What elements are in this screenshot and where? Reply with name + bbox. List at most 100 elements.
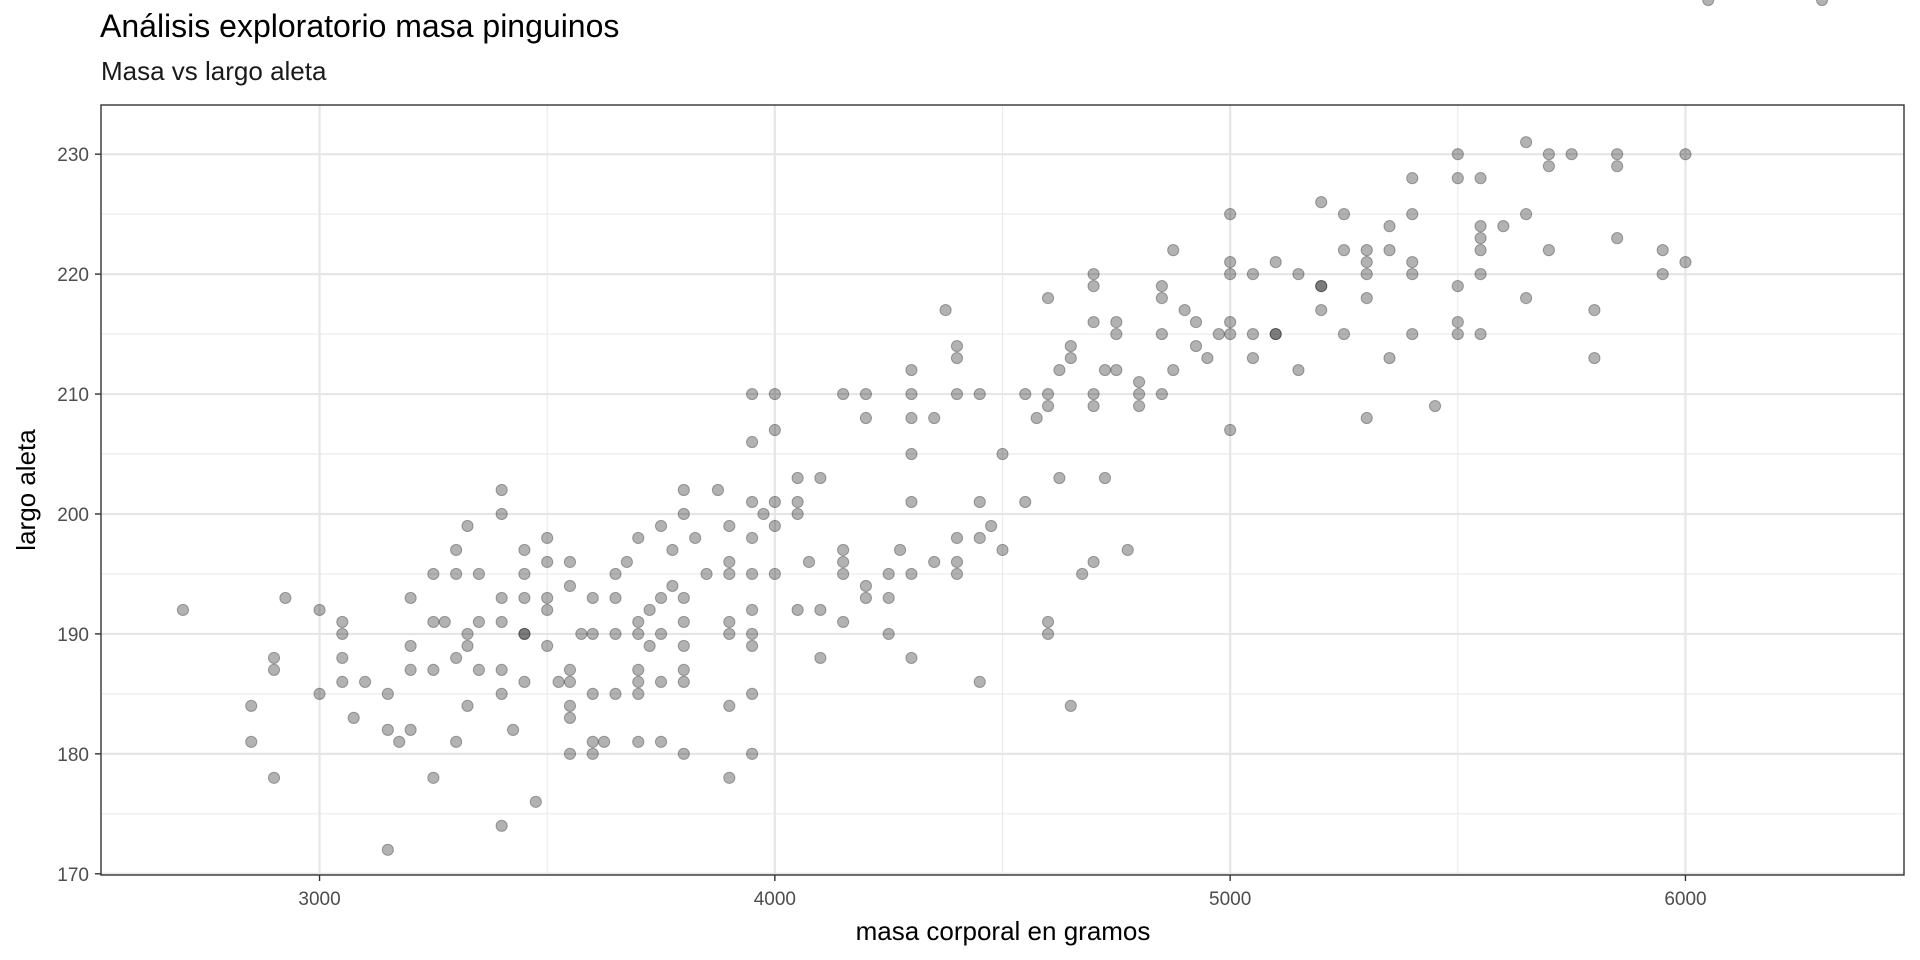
data-point xyxy=(518,567,531,581)
data-point xyxy=(336,627,349,641)
data-point xyxy=(1406,327,1419,341)
data-point xyxy=(495,507,508,521)
data-point xyxy=(711,483,725,497)
data-point xyxy=(677,591,690,605)
data-point xyxy=(632,531,645,545)
data-point xyxy=(905,447,918,461)
data-point xyxy=(723,615,736,629)
data-point xyxy=(381,843,394,856)
data-point xyxy=(1224,423,1237,437)
y-tick-label: 190 xyxy=(57,625,89,646)
data-point xyxy=(1315,196,1328,209)
data-point xyxy=(950,351,964,365)
data-point xyxy=(1406,172,1419,185)
data-point xyxy=(427,771,440,784)
data-point xyxy=(1611,160,1624,173)
data-point xyxy=(723,771,736,784)
data-point xyxy=(1098,363,1112,377)
data-point xyxy=(973,495,986,509)
data-point xyxy=(1019,495,1032,509)
data-point xyxy=(745,687,759,700)
data-point xyxy=(563,711,577,724)
data-point xyxy=(1041,387,1055,401)
y-tick-label: 230 xyxy=(57,145,89,166)
data-point xyxy=(1269,327,1282,341)
data-point xyxy=(1542,160,1555,173)
y-axis: 170 180 190 200 210 220 230 xyxy=(57,145,101,886)
data-point xyxy=(1292,268,1305,281)
data-point xyxy=(1360,268,1373,281)
data-point xyxy=(586,747,599,760)
x-axis: 3000 4000 5000 6000 xyxy=(298,875,1707,910)
data-point xyxy=(768,519,781,533)
data-point xyxy=(1110,327,1123,341)
data-point xyxy=(518,675,531,689)
data-point xyxy=(541,639,554,653)
data-point xyxy=(700,567,713,581)
data-point xyxy=(586,627,599,641)
data-point xyxy=(882,591,895,605)
data-point xyxy=(1224,327,1237,341)
data-point xyxy=(632,735,645,748)
data-point xyxy=(632,675,645,689)
y-tick-label: 220 xyxy=(57,265,89,286)
data-point xyxy=(336,615,349,629)
data-point xyxy=(666,579,679,593)
data-point xyxy=(973,387,986,401)
data-point xyxy=(677,675,690,689)
data-point xyxy=(336,651,349,665)
data-point xyxy=(814,471,827,485)
data-point xyxy=(745,495,759,509)
data-point xyxy=(1292,363,1305,377)
data-point xyxy=(541,531,554,545)
data-point xyxy=(1132,387,1146,401)
data-point xyxy=(837,543,850,557)
data-point xyxy=(267,771,281,784)
data-point xyxy=(1360,291,1373,305)
data-point xyxy=(677,483,690,497)
data-point xyxy=(1542,244,1555,257)
data-point xyxy=(1474,232,1487,245)
data-point xyxy=(1076,567,1089,581)
data-point xyxy=(950,555,964,569)
data-point xyxy=(632,615,645,629)
data-point xyxy=(1224,208,1237,221)
data-point xyxy=(495,687,508,700)
data-point xyxy=(928,555,941,569)
data-point xyxy=(1098,471,1112,485)
data-point xyxy=(1474,172,1487,185)
data-point xyxy=(1246,268,1260,281)
data-point xyxy=(461,627,474,641)
data-point xyxy=(279,591,292,605)
data-point xyxy=(1360,256,1373,269)
data-point xyxy=(632,627,645,641)
data-point xyxy=(1451,172,1464,185)
data-point xyxy=(802,555,816,569)
y-tick-label: 200 xyxy=(57,505,89,526)
data-point xyxy=(563,663,577,677)
data-point xyxy=(1189,315,1203,329)
data-point xyxy=(1064,351,1077,365)
data-point xyxy=(563,579,577,593)
data-point xyxy=(1155,327,1168,341)
data-point xyxy=(1383,351,1396,365)
data-point xyxy=(336,675,349,689)
data-point xyxy=(723,555,736,569)
data-point xyxy=(757,507,770,521)
data-point xyxy=(632,663,645,677)
data-point xyxy=(495,819,508,832)
data-point xyxy=(267,663,281,677)
data-point xyxy=(518,627,531,641)
data-point xyxy=(1087,268,1100,281)
data-point xyxy=(1064,699,1077,712)
data-point xyxy=(791,471,804,485)
data-point xyxy=(461,519,474,533)
data-point xyxy=(563,555,577,569)
data-point xyxy=(1269,327,1282,341)
data-point xyxy=(450,567,463,581)
data-point xyxy=(1087,555,1100,569)
data-point xyxy=(267,651,281,665)
data-point xyxy=(245,699,258,712)
data-point xyxy=(814,603,827,617)
